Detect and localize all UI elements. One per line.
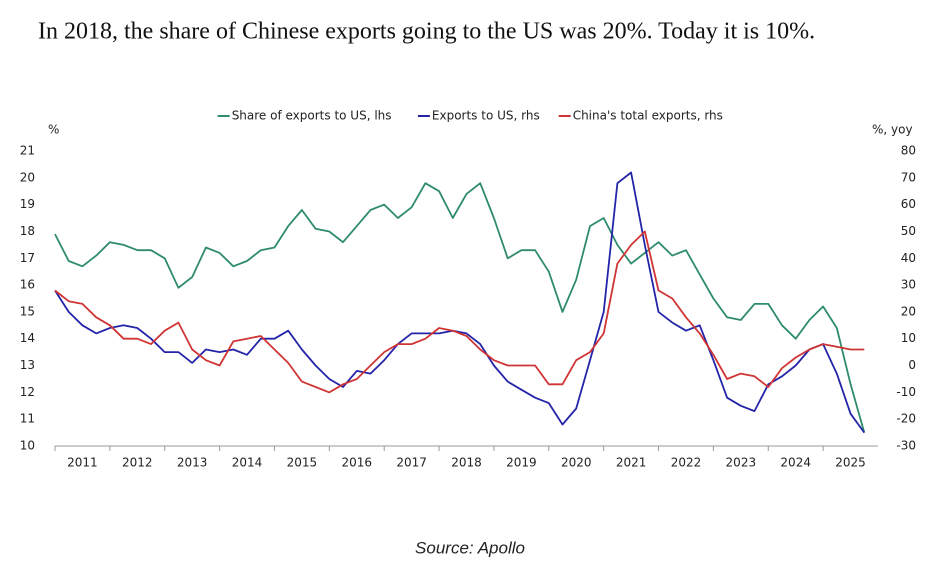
y-tick-label: 12: [20, 385, 35, 399]
x-tick-label: 2013: [177, 456, 208, 470]
y2-tick-label: 20: [901, 304, 916, 318]
x-tick-label: 2012: [122, 456, 153, 470]
y-tick-label: 21: [20, 144, 35, 158]
legend-label: Share of exports to US, lhs: [232, 109, 392, 123]
y-tick-label: 15: [20, 304, 35, 318]
legend-label: Exports to US, rhs: [432, 109, 540, 123]
y2-tick-label: 40: [901, 251, 916, 265]
y2-tick-label: -30: [896, 439, 916, 453]
source: Source: Apollo: [415, 538, 525, 557]
y2-tick-label: 30: [901, 278, 916, 292]
y-tick-label: 13: [20, 358, 35, 372]
series-line: [54, 230, 865, 394]
y-tick-label: 16: [20, 278, 35, 292]
y-tick-label: 17: [20, 251, 35, 265]
x-tick-label: 2020: [561, 456, 592, 470]
x-tick-label: 2024: [780, 456, 811, 470]
y2-tick-label: 60: [901, 197, 916, 211]
x-tick-label: 2017: [396, 456, 427, 470]
x-tick-label: 2025: [835, 456, 866, 470]
x-tick-label: 2018: [451, 456, 482, 470]
y2-tick-label: 0: [908, 358, 916, 372]
x-tick-label: 2023: [726, 456, 757, 470]
y-tick-label: 14: [20, 331, 35, 345]
y-tick-label: 19: [20, 197, 35, 211]
series-line: [54, 182, 866, 433]
x-tick-label: 2015: [287, 456, 318, 470]
y-tick-label: 20: [20, 170, 35, 184]
x-tick-label: 2022: [671, 456, 702, 470]
chart-title: In 2018, the share of Chinese exports go…: [38, 19, 815, 45]
y2-tick-label: 80: [901, 144, 916, 158]
y-tick-label: 18: [20, 224, 35, 238]
x-tick-label: 2021: [616, 456, 647, 470]
y2-tick-label: 70: [901, 170, 916, 184]
x-tick-label: 2011: [67, 456, 98, 470]
x-tick-label: 2019: [506, 456, 537, 470]
y2-tick-label: -20: [896, 412, 916, 426]
y2-tick-label: 10: [901, 331, 916, 345]
x-tick-label: 2016: [341, 456, 372, 470]
x-tick-label: 2014: [232, 456, 263, 470]
y-axis-label: %: [48, 123, 59, 137]
legend-label: China's total exports, rhs: [573, 109, 723, 123]
y2-tick-label: -10: [896, 385, 916, 399]
y2-tick-label: 50: [901, 224, 916, 238]
series-line: [54, 171, 866, 434]
y-tick-label: 10: [20, 439, 35, 453]
y2-axis-label: %, yoy: [872, 123, 913, 137]
y-tick-label: 11: [20, 412, 35, 426]
